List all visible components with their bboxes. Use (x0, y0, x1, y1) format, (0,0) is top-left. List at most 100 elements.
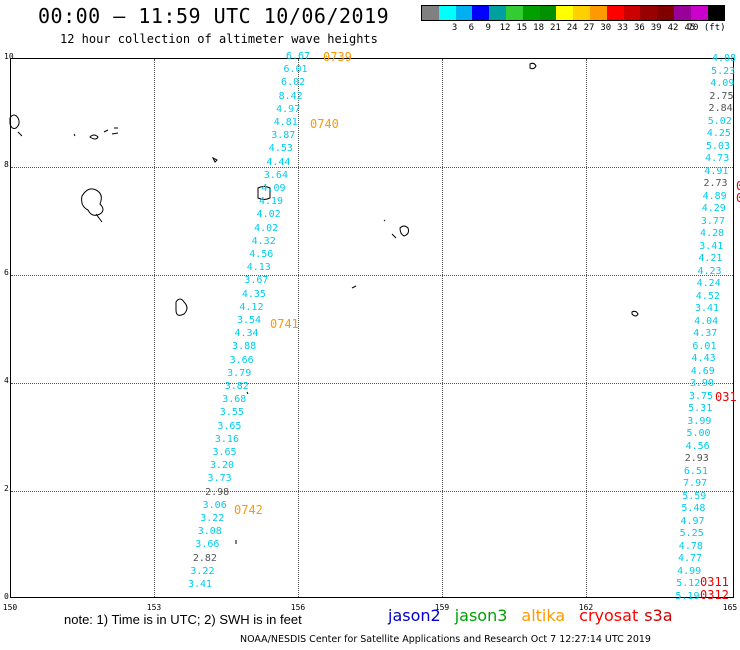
wave-height-value: 3.64 (263, 169, 288, 181)
x-tick-label: 150 (2, 603, 18, 612)
satellite-legend: jason2 jason3 altika cryosat s3a (388, 606, 673, 625)
wave-height-value: 3.90 (689, 378, 714, 389)
pass-time-label: 0 (736, 191, 740, 205)
wave-height-value: 4.91 (704, 165, 729, 177)
credit-line: NOAA/NESDIS Center for Satellite Applica… (240, 634, 651, 645)
wave-height-value: 4.13 (246, 262, 271, 274)
satellite-name: jason3 (454, 606, 508, 625)
color-scale-label: 24 (566, 23, 578, 33)
map-title: 00:00 – 11:59 UTC 10/06/2019 (38, 4, 390, 28)
wave-height-value: 4.09 (261, 183, 286, 194)
wave-height-value: 4.34 (234, 328, 259, 340)
wave-height-value: 3.77 (700, 215, 725, 227)
pass-time-label: 0739 (323, 50, 352, 64)
wave-height-value: 2.75 (709, 90, 734, 102)
wave-height-value: 6.67 (285, 51, 311, 62)
gridline-lat-8 (11, 167, 733, 168)
wave-height-value: 4.28 (700, 228, 725, 239)
color-scale-box (657, 6, 674, 20)
wave-height-value: 3.73 (207, 473, 232, 485)
wave-height-value: 4.35 (241, 288, 266, 300)
wave-height-value: 2.73 (703, 178, 728, 189)
y-tick-label: 10 (4, 52, 14, 61)
color-scale-label: 12 (499, 23, 511, 33)
wave-height-value: 2.82 (192, 552, 217, 564)
color-scale-label: 36 (633, 23, 645, 33)
wave-height-value: 3.06 (202, 499, 227, 511)
wave-height-value: 4.02 (254, 222, 279, 234)
color-scale-label: 33 (617, 23, 629, 33)
color-scale-label: 42 (667, 23, 679, 33)
wave-height-value: 3.16 (214, 433, 239, 445)
wave-height-value: 4.56 (249, 249, 274, 260)
color-scale-label: 45 (684, 23, 696, 33)
wave-height-value: 3.54 (236, 315, 262, 326)
wave-height-value: 3.41 (694, 303, 720, 314)
pass-time-label: 0 (736, 179, 740, 193)
wave-height-value: 3.79 (227, 367, 252, 379)
color-scale-box (455, 6, 473, 20)
gridline-lon-156 (298, 59, 299, 597)
wave-height-value: 4.97 (680, 515, 705, 527)
wave-height-value: 6.02 (281, 77, 306, 89)
gridline-lat-6 (11, 275, 733, 276)
map-plot-area (10, 58, 734, 598)
gridline-lat-4 (11, 383, 733, 384)
wave-height-value: 5.48 (681, 503, 706, 514)
wave-height-value: 4.21 (698, 253, 723, 264)
color-scale-box (556, 6, 574, 20)
wave-height-value: 3.75 (689, 390, 714, 402)
wave-height-value: 7.97 (683, 478, 708, 489)
pass-time-label: 0741 (270, 317, 299, 331)
color-scale-box (606, 6, 624, 20)
wave-height-value: 4.56 (685, 440, 710, 452)
color-scale-box (623, 6, 641, 20)
color-scale-label: 9 (485, 23, 491, 33)
color-scale-label: 30 (600, 23, 612, 33)
wave-height-value: 4.97 (276, 103, 301, 115)
wave-height-value: 3.87 (271, 130, 296, 142)
wave-height-value: 3.41 (699, 240, 724, 252)
color-scale-box (438, 6, 456, 20)
wave-height-value: 6.01 (692, 340, 717, 352)
y-tick-label: 4 (4, 376, 9, 385)
wave-height-value: 4.44 (266, 156, 291, 168)
wave-height-value: 2.93 (684, 453, 709, 464)
wave-height-value: 5.12 (676, 578, 701, 589)
pass-time-label: 0312 (700, 588, 729, 602)
pass-time-label: 0742 (234, 503, 263, 517)
wave-height-value: 4.89 (702, 190, 727, 202)
wave-height-value: 4.24 (696, 278, 721, 289)
color-scale-label: 3 (451, 23, 458, 33)
pass-time-label: 031 (715, 390, 737, 404)
color-scale-box (422, 6, 439, 20)
y-tick-label: 6 (4, 268, 9, 277)
color-scale-box (573, 6, 590, 20)
wave-height-value: 8.42 (278, 90, 303, 102)
wave-height-value: 4.08 (711, 53, 737, 64)
wave-height-value: 4.19 (259, 196, 284, 208)
wave-height-value: 5.59 (682, 490, 707, 502)
wave-height-value: 4.43 (691, 353, 716, 364)
wave-height-value: 4.37 (693, 328, 718, 339)
y-tick-label: 2 (4, 484, 9, 493)
wave-height-value: 3.65 (217, 420, 242, 432)
wave-height-value: 4.73 (705, 153, 730, 164)
wave-height-value: 5.00 (686, 428, 711, 439)
wave-height-value: 3.68 (222, 394, 247, 406)
wave-height-value: 3.08 (197, 526, 222, 538)
wave-height-value: 2.98 (205, 486, 230, 498)
wave-height-value: 5.31 (688, 403, 713, 414)
wave-height-value: 3.55 (219, 407, 244, 419)
wave-height-value: 3.20 (210, 460, 235, 472)
color-scale-box (522, 6, 540, 20)
color-scale-box (505, 6, 523, 20)
color-scale-boxes (421, 5, 726, 21)
wave-height-value: 4.02 (256, 209, 281, 221)
color-scale-label: 6 (468, 23, 475, 33)
satellite-name: s3a (644, 606, 673, 625)
color-scale-box (640, 6, 658, 20)
y-tick-label: 8 (4, 160, 9, 169)
color-scale-label: 15 (516, 23, 528, 33)
